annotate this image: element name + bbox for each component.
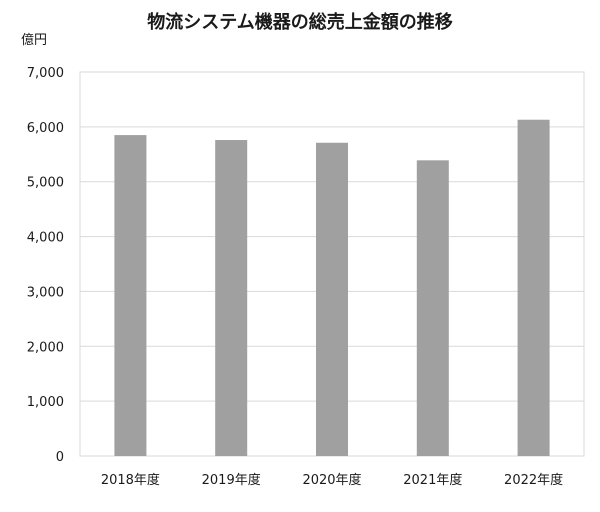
bar [416, 160, 449, 456]
y-tick-label: 7,000 [27, 66, 64, 81]
y-tick-label: 0 [56, 450, 64, 465]
x-axis-ticks: 2018年度 2019年度 2020年度 2021年度 2022年度 [101, 472, 563, 488]
bar [215, 140, 248, 456]
bar [114, 135, 147, 457]
bar [316, 142, 348, 456]
x-tick-label: 2022年度 [504, 472, 563, 488]
bar [517, 119, 550, 457]
bars [114, 119, 550, 457]
y-tick-label: 2,000 [27, 340, 64, 355]
y-tick-label: 5,000 [27, 176, 64, 191]
x-tick-label: 2020年度 [302, 472, 361, 488]
y-tick-label: 1,000 [27, 395, 64, 410]
x-tick-label: 2019年度 [202, 472, 261, 488]
chart-title: 物流システム機器の総売上金額の推移 [147, 11, 452, 33]
y-axis-unit-label: 億円 [21, 32, 47, 48]
x-tick-label: 2021年度 [403, 472, 462, 488]
y-axis-ticks: 0 1,000 2,000 3,000 4,000 5,000 6,000 7,000 [27, 66, 64, 465]
y-tick-label: 3,000 [27, 285, 64, 300]
y-tick-label: 4,000 [27, 231, 64, 246]
x-tick-label: 2018年度 [101, 472, 160, 488]
y-tick-label: 6,000 [27, 121, 64, 136]
